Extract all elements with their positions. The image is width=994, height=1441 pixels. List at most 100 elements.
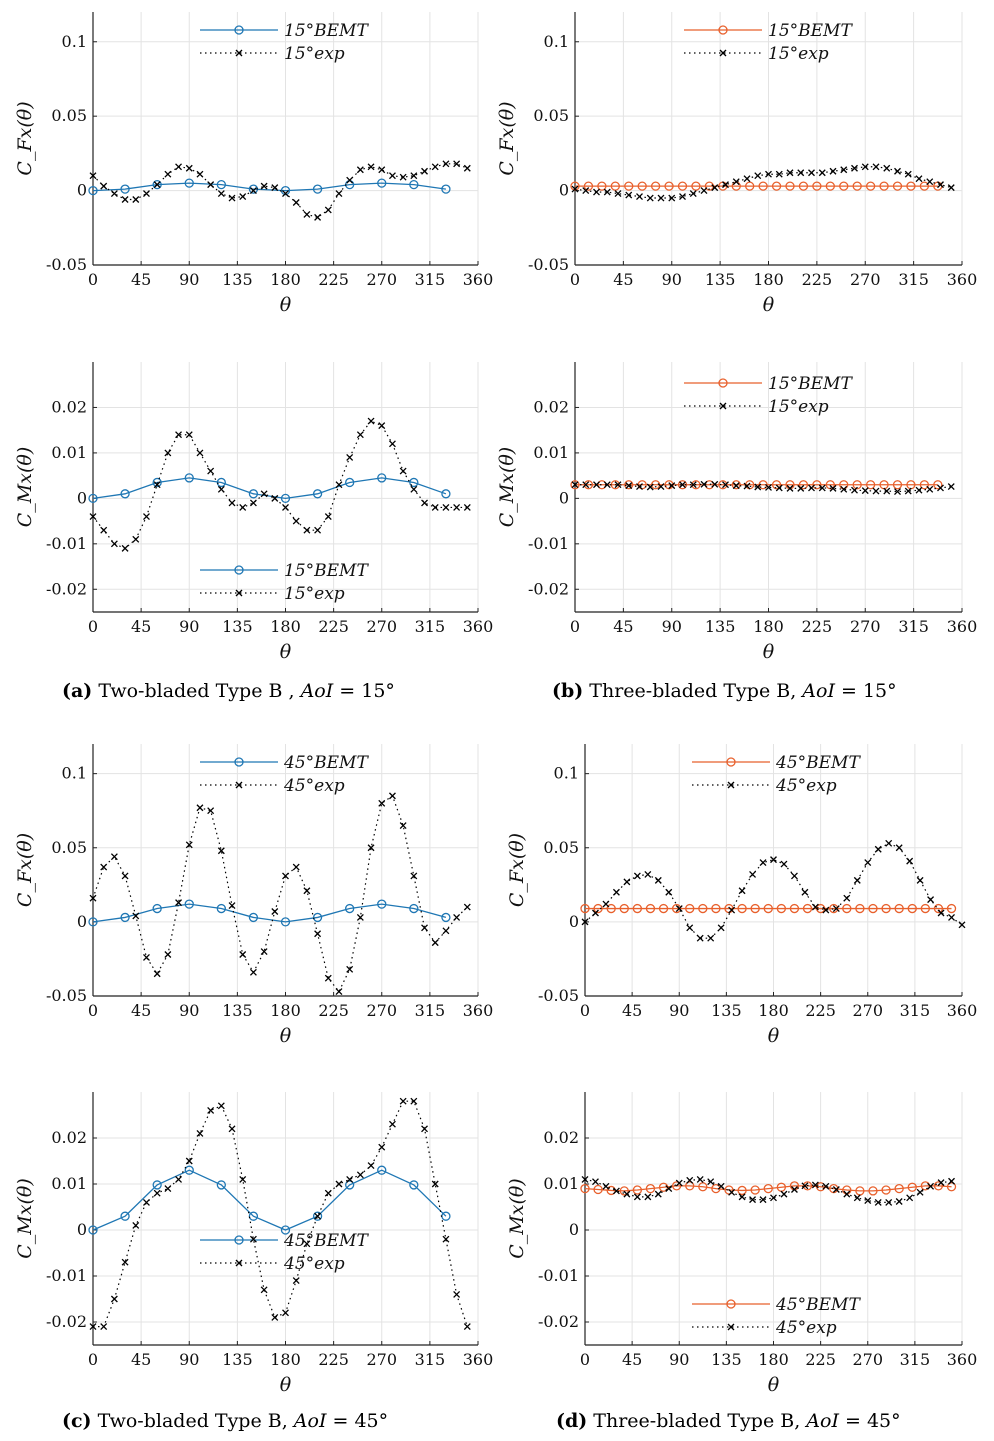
data-point-exp <box>207 181 215 189</box>
data-point-exp <box>335 481 343 489</box>
legend-label-bemt: 15°BEMT <box>768 374 853 394</box>
x-tick-label: 225 <box>318 617 349 636</box>
data-point-exp <box>282 503 289 511</box>
data-point-exp <box>239 193 247 201</box>
y-tick-label: 0.01 <box>533 443 569 462</box>
caption-d-math: AoI <box>806 1410 839 1432</box>
data-point-exp <box>346 965 354 973</box>
data-point-bemt <box>248 912 259 923</box>
data-point-exp <box>260 1286 268 1294</box>
data-point-exp <box>121 1258 129 1266</box>
legend-label-bemt: 45°BEMT <box>775 753 861 773</box>
x-tick-label: 45 <box>131 1001 151 1020</box>
data-point-exp <box>790 872 798 880</box>
data-point-exp <box>196 449 204 457</box>
data-point-exp <box>421 1125 428 1133</box>
data-point-bemt <box>758 181 768 191</box>
data-point-exp <box>153 970 161 978</box>
data-point-exp <box>614 481 622 489</box>
x-tick-label: 180 <box>753 270 784 289</box>
data-point-exp <box>592 1178 599 1186</box>
data-point-exp <box>421 924 428 932</box>
data-point-bemt <box>881 903 891 914</box>
legend-label-bemt: 45°BEMT <box>283 753 369 773</box>
data-point-bemt <box>698 903 708 914</box>
data-point-exp <box>207 467 215 475</box>
data-point-bemt <box>248 489 259 499</box>
x-tick-label: 45 <box>613 270 633 289</box>
x-tick-label: 45 <box>622 1001 642 1020</box>
data-point-bemt <box>933 480 943 490</box>
data-point-exp <box>388 172 396 180</box>
data-point-exp <box>644 870 652 878</box>
data-point-exp <box>143 953 150 961</box>
data-point-exp <box>864 1197 872 1205</box>
data-point-exp <box>175 899 183 907</box>
data-point-exp <box>754 172 762 180</box>
data-point-exp <box>808 484 815 492</box>
data-point-exp <box>786 169 794 177</box>
data-point-exp <box>89 172 97 180</box>
x-tick-label: 90 <box>179 1350 199 1369</box>
x-tick-label: 180 <box>270 1350 301 1369</box>
data-point-exp <box>811 1181 819 1189</box>
data-point-bemt <box>664 181 674 191</box>
x-tick-label: 0 <box>88 270 98 289</box>
data-point-exp <box>883 164 891 172</box>
legend-marker-exp <box>719 402 727 410</box>
data-point-bemt <box>441 184 451 194</box>
data-point-exp <box>937 909 945 917</box>
x-tick-label: 225 <box>805 1001 836 1020</box>
y-tick-label: -0.02 <box>538 1312 579 1331</box>
x-tick-label: 90 <box>179 617 199 636</box>
data-point-exp <box>175 1175 183 1183</box>
data-point-exp <box>780 860 788 868</box>
data-point-exp <box>759 1196 767 1204</box>
data-point-exp <box>132 196 140 203</box>
x-tick-label: 180 <box>270 617 301 636</box>
data-point-exp <box>872 163 880 171</box>
data-point-exp <box>143 513 150 521</box>
data-point-bemt <box>933 1181 944 1191</box>
data-point-bemt <box>184 178 194 188</box>
data-point-exp <box>239 951 247 958</box>
x-tick-label: 135 <box>222 1001 253 1020</box>
data-point-bemt <box>685 903 695 914</box>
data-point-exp <box>811 903 819 911</box>
data-point-bemt <box>610 181 620 191</box>
data-point-exp <box>388 792 396 800</box>
data-point-bemt <box>280 185 291 196</box>
data-point-exp <box>303 210 311 218</box>
x-tick-label: 0 <box>580 1001 590 1020</box>
data-point-exp <box>700 480 708 488</box>
data-point-exp <box>646 483 654 491</box>
data-point-exp <box>431 1180 439 1188</box>
data-point-exp <box>100 863 108 871</box>
data-point-exp <box>185 431 193 439</box>
data-point-exp <box>228 1125 236 1133</box>
data-point-exp <box>356 431 364 439</box>
data-point-exp <box>786 484 794 492</box>
data-point-bemt <box>776 903 787 914</box>
caption-b-text: Three-bladed Type B, <box>583 680 803 702</box>
x-tick-label: 0 <box>88 1350 98 1369</box>
data-point-exp <box>728 906 736 914</box>
caption-a-letter: (a) <box>62 680 93 702</box>
caption-b-eq: = 15° <box>834 680 897 702</box>
data-point-bemt <box>409 477 419 488</box>
data-point-bemt <box>771 181 782 191</box>
data-point-exp <box>894 488 901 496</box>
data-point-exp <box>271 184 279 192</box>
data-point-bemt <box>606 903 616 914</box>
caption-b: (b) Three-bladed Type B, AoI = 15° <box>552 680 897 702</box>
data-point-bemt <box>737 903 747 914</box>
series-line-exp <box>92 420 468 550</box>
x-tick-label: 0 <box>88 617 98 636</box>
data-point-exp <box>314 526 322 534</box>
data-point-exp <box>399 1097 407 1105</box>
data-point-exp <box>271 908 279 915</box>
data-point-bemt <box>280 1225 291 1235</box>
data-point-bemt <box>894 903 904 914</box>
chart-panel-a2: 0 45 90 135 180 225 270 315 360 -0.02 -0.01 0 0.01 0.… <box>14 362 493 663</box>
